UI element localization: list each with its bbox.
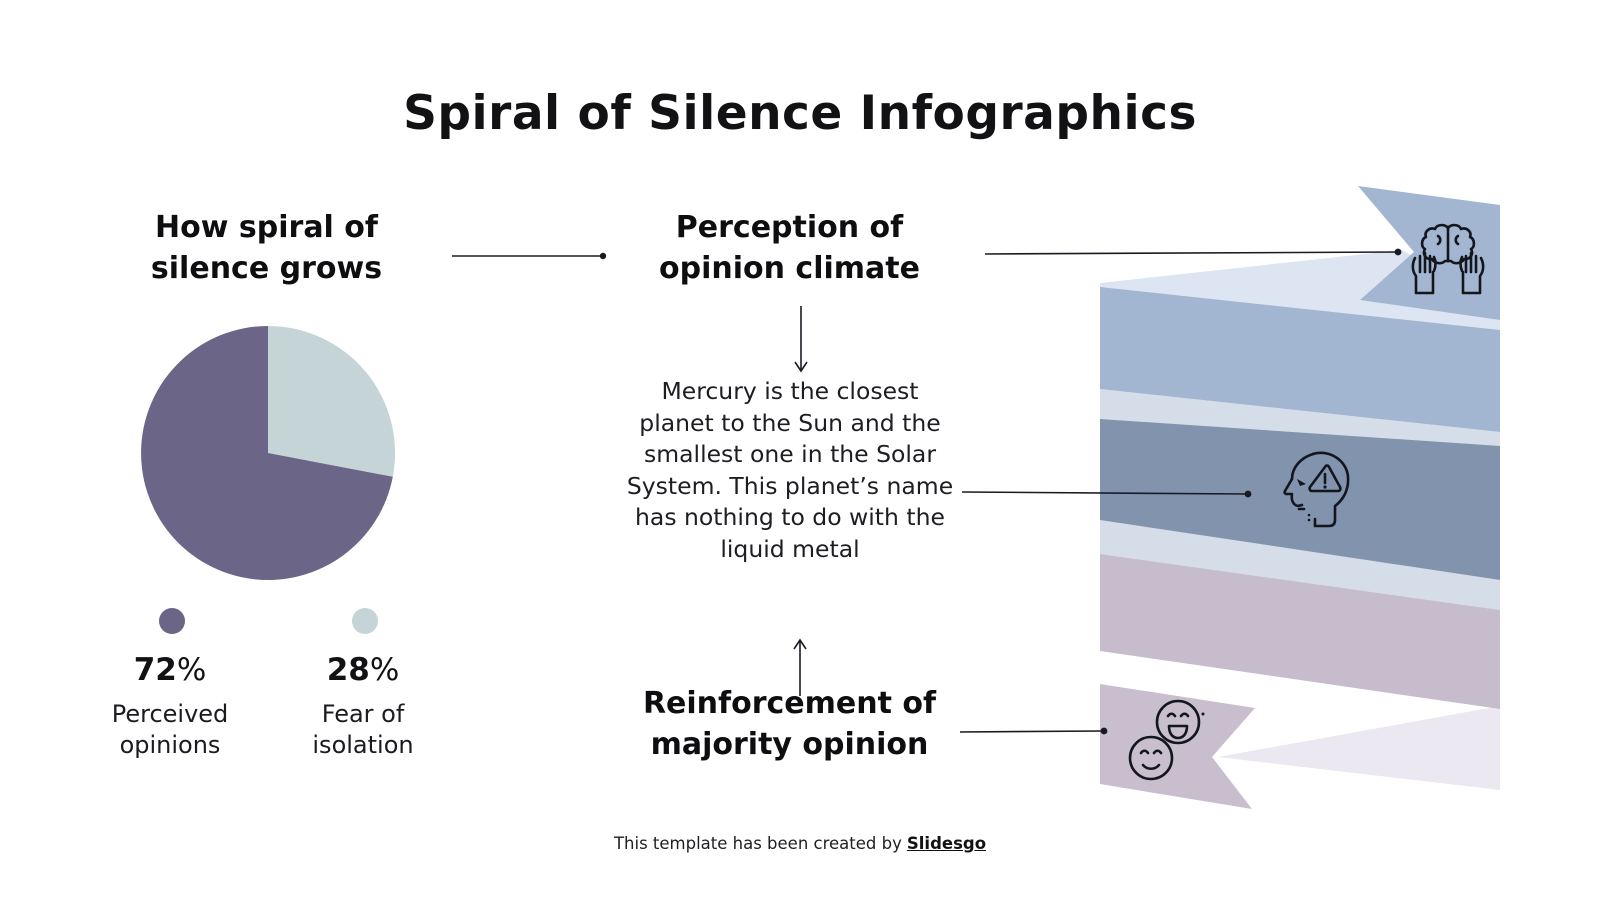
legend-label: Perceived opinions — [111, 700, 229, 759]
spiral-ribbon — [1100, 186, 1500, 809]
arrow-up-step2-to-description — [793, 638, 807, 696]
ribbon-band-slate — [1100, 419, 1500, 580]
ribbon-band-mauve — [1100, 554, 1500, 709]
heading-line: Reinforcement of — [642, 686, 937, 721]
ribbon-back-fold-4 — [1218, 706, 1500, 790]
ribbon-band-blue — [1100, 287, 1500, 432]
description-text: Mercury is the closest planet to the Sun… — [626, 377, 954, 563]
head-warning-icon — [1283, 451, 1350, 528]
heading-line: opinion climate — [659, 251, 920, 286]
ribbon-bottom-flag — [1100, 684, 1255, 809]
heading-line: majority opinion — [650, 727, 929, 762]
heading-perception-opinion-climate: Perception of opinion climate — [623, 207, 956, 289]
heading-line: Perception of — [675, 210, 904, 245]
page-title: Spiral of Silence Infographics — [403, 86, 1197, 141]
heading-reinforcement-majority-opinion: Reinforcement of majority opinion — [623, 683, 956, 765]
heading-line: silence grows — [150, 251, 383, 286]
connector-step1-to-brain — [984, 248, 1402, 256]
heading-line: How spiral of — [155, 210, 378, 245]
pie-chart — [141, 325, 396, 634]
legend-label: Fear of isolation — [312, 700, 414, 759]
slidesgo-link[interactable]: Slidesgo — [906, 834, 987, 853]
arrow-down-step1-to-description — [794, 306, 808, 373]
heading-how-spiral-grows: How spiral of silence grows — [100, 207, 433, 289]
ribbon-back-fold-3 — [1100, 520, 1500, 610]
legend-percent: 28% — [326, 652, 400, 688]
legend-item-fear-of-isolation: 28% Fear of isolation — [283, 652, 443, 761]
legend-item-perceived-opinions: 72% Perceived opinions — [90, 652, 250, 761]
footer-text: This template has been created by — [613, 834, 902, 853]
legend-dot-isolation — [352, 608, 378, 634]
connector-step2-to-faces — [959, 727, 1108, 735]
ribbon-top-flag — [1358, 186, 1500, 320]
pie-slice-fear-of-isolation — [268, 325, 396, 477]
connectors — [452, 248, 1402, 735]
brain-in-hands-icon — [1411, 223, 1485, 295]
connector-left-to-step1 — [452, 252, 607, 260]
smiling-faces-icon — [1128, 699, 1205, 781]
legend-dot-perceived — [159, 608, 185, 634]
connector-description-to-head — [961, 490, 1252, 498]
legend-percent: 72% — [133, 652, 207, 688]
footer-credit: This template has been created by Slidesg… — [0, 834, 1600, 853]
pie-slice-perceived-opinions — [141, 326, 393, 580]
ribbon-back-fold-2 — [1100, 389, 1500, 447]
